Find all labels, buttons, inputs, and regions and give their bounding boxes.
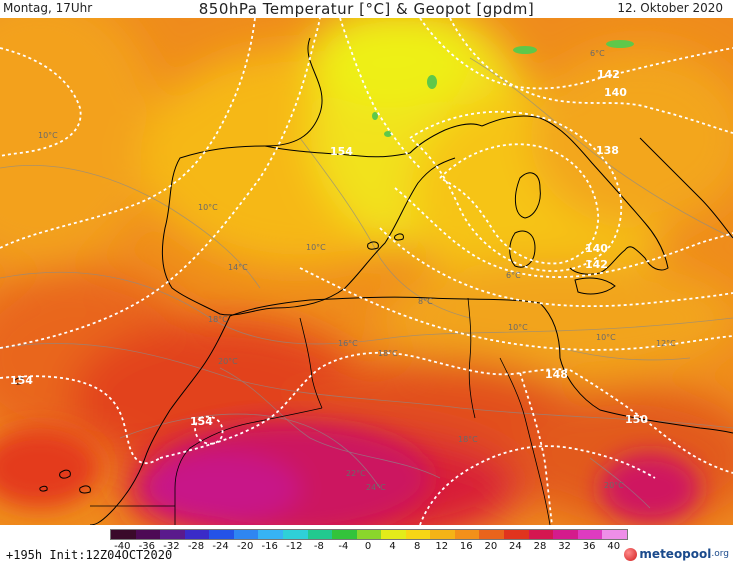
temp-label: 20°C xyxy=(218,357,238,366)
color-bar xyxy=(110,529,628,540)
temp-label: 18°C xyxy=(208,315,228,324)
temp-label: 10°C xyxy=(508,323,528,332)
temp-label: 10°C xyxy=(596,333,616,342)
temp-label: 14°C xyxy=(228,263,248,272)
geo-label: 142 xyxy=(585,258,608,271)
color-bar-segment xyxy=(602,530,627,539)
color-bar-segment xyxy=(282,530,308,539)
geo-label: 154 xyxy=(330,145,353,158)
color-bar-tick-label: -12 xyxy=(286,541,303,552)
temp-label: 16°C xyxy=(338,339,358,348)
color-bar-tick-label: -24 xyxy=(212,541,229,552)
color-bar-tick-label: 24 xyxy=(509,541,522,552)
color-bar-tick-label: 36 xyxy=(582,541,596,552)
geo-label: 148 xyxy=(545,368,568,381)
color-bar-tick-label: -40 xyxy=(114,541,131,552)
geo-label: 140 xyxy=(585,242,608,255)
color-bar-tick-label: -36 xyxy=(138,541,156,552)
coastlines xyxy=(14,37,733,525)
temperature-isolines xyxy=(0,57,733,509)
color-bar-tick-label: -20 xyxy=(236,541,254,552)
geo-label: 150 xyxy=(625,413,648,426)
weather-map: 142 140 138 140 142 154 154 154 148 150 … xyxy=(0,18,733,525)
forecast-date: 12. Oktober 2020 xyxy=(617,1,723,15)
color-bar-segment xyxy=(405,530,431,539)
color-bar-tick-label: 32 xyxy=(558,541,571,552)
color-bar-segment xyxy=(135,530,161,539)
color-bar-tick-label: 4 xyxy=(389,541,396,552)
color-bar-tick-label: -4 xyxy=(338,541,349,552)
color-legend: -40 -36 -32 -28 -24 -20 -16 -12 -8 -4 0 4 8 12 16 20 24 2… xyxy=(110,529,630,559)
temp-label: 10°C xyxy=(198,203,218,212)
temp-label: 24°C xyxy=(366,483,386,492)
color-bar-tick-label: 16 xyxy=(459,541,473,552)
color-bar-segment xyxy=(332,530,357,539)
color-bar-segment xyxy=(233,530,259,539)
geopotential-labels: 142 140 138 140 142 154 154 154 148 150 xyxy=(10,68,648,428)
color-bar-segment xyxy=(160,530,185,539)
color-bar-segment xyxy=(381,530,406,539)
temp-label: 20°C xyxy=(604,481,624,490)
color-bar-segment xyxy=(504,530,529,539)
color-bar-tick-label: 0 xyxy=(364,541,372,552)
color-bar-segment xyxy=(430,530,455,539)
header: Montag, 17Uhr 850hPa Temperatur [°C] & G… xyxy=(0,0,733,18)
temp-label: 8°C xyxy=(418,297,433,306)
color-bar-segment xyxy=(577,530,603,539)
temp-label: 12°C xyxy=(656,339,676,348)
temp-label: 10°C xyxy=(306,243,326,252)
color-bar-segment xyxy=(356,530,382,539)
valid-time: Montag, 17Uhr xyxy=(3,1,93,15)
geo-label: 140 xyxy=(604,86,627,99)
color-bar-segment xyxy=(479,530,504,539)
color-bar-ticks: -40 -36 -32 -28 -24 -20 -16 -12 -8 -4 0 4 8 12 16 20 24 2… xyxy=(110,541,630,555)
color-bar-segment xyxy=(307,530,333,539)
geo-label: 154 xyxy=(10,374,33,387)
color-bar-tick-label: 8 xyxy=(413,541,421,552)
temp-label: 6°C xyxy=(506,271,521,280)
color-bar-tick-label: -16 xyxy=(261,541,278,552)
logo-dot-icon xyxy=(624,547,638,561)
color-bar-tick-label: -28 xyxy=(187,541,205,552)
footer: -40 -36 -32 -28 -24 -20 -16 -12 -8 -4 0 4 8 12 16 20 24 2… xyxy=(0,525,733,566)
color-bar-segment xyxy=(454,530,480,539)
color-bar-tick-label: 12 xyxy=(435,541,449,552)
temp-label: 6°C xyxy=(590,49,605,58)
temp-label: 18°C xyxy=(458,435,478,444)
map-canvas: 142 140 138 140 142 154 154 154 148 150 … xyxy=(0,18,733,525)
temperature-labels: 10°C 10°C 10°C 14°C 18°C 20°C 16°C 18°C … xyxy=(38,49,676,492)
temp-label: 22°C xyxy=(346,469,366,478)
geo-label: 154 xyxy=(190,415,213,428)
color-bar-tick-label: 28 xyxy=(533,541,547,552)
color-bar-segment xyxy=(258,530,283,539)
geo-label: 142 xyxy=(597,68,620,81)
logo-tld: .org xyxy=(711,549,729,559)
color-bar-segment xyxy=(184,530,210,539)
logo-text: meteopool xyxy=(639,547,712,561)
geopotential-isolines xyxy=(0,18,733,525)
color-bar-segment xyxy=(528,530,554,539)
color-bar-segment xyxy=(209,530,234,539)
color-bar-segment xyxy=(553,530,578,539)
color-bar-segment xyxy=(111,530,136,539)
temp-label: 18°C xyxy=(378,349,398,358)
color-bar-tick-label: 40 xyxy=(607,541,621,552)
color-bar-tick-label: 20 xyxy=(484,541,498,552)
meteopool-logo[interactable]: meteopool .org xyxy=(624,547,729,561)
temp-label: 10°C xyxy=(38,131,58,140)
map-title: 850hPa Temperatur [°C] & Geopot [gpdm] xyxy=(198,0,535,18)
geo-label: 138 xyxy=(596,144,619,157)
run-info: +195h Init:12Z04OCT2020 xyxy=(6,548,173,562)
color-bar-tick-label: -32 xyxy=(163,541,180,552)
color-bar-tick-label: -8 xyxy=(313,541,324,552)
